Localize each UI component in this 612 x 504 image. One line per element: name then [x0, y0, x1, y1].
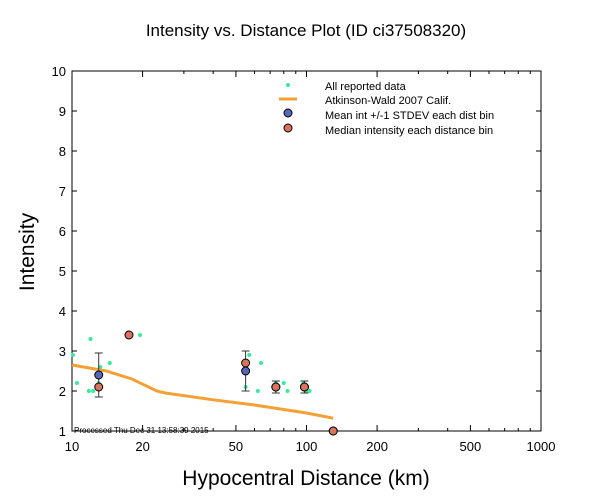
x-tick-label: 50 [229, 439, 243, 454]
chart-title: Intensity vs. Distance Plot (ID ci375083… [146, 21, 466, 40]
y-tick-label: 5 [59, 264, 66, 279]
legend: All reported data Atkinson-Wald 2007 Cali… [279, 81, 494, 137]
legend-reported-symbol [286, 83, 290, 87]
median-intensity-point [94, 382, 104, 392]
y-tick-label: 2 [59, 384, 66, 399]
reported-data-point [71, 353, 76, 357]
y-tick-label: 1 [59, 424, 66, 439]
x-tick-label: 500 [460, 439, 482, 454]
y-tick-label: 7 [59, 184, 66, 199]
reported-data-point [281, 381, 286, 385]
reported-data-point [86, 389, 91, 393]
x-axis-title: Hypocentral Distance (km) [182, 467, 429, 490]
y-axis-title: Intensity [16, 212, 39, 291]
median-intensity-point [271, 382, 281, 392]
reported-data-point [307, 389, 312, 393]
reported-data-point [91, 389, 96, 393]
processed-timestamp: Processed Thu Dec 31 13:58:39 2015 [74, 426, 209, 435]
x-tick-label: 200 [366, 439, 388, 454]
reported-data-point [247, 353, 252, 357]
reported-data-point [255, 389, 260, 393]
reported-data-point [285, 389, 290, 393]
legend-label: Mean int +/-1 STDEV each dist bin [325, 110, 494, 122]
legend-label: Median intensity each distance bin [325, 125, 493, 137]
mean-intensity-point [94, 370, 104, 380]
reported-data-point [107, 361, 112, 365]
reported-data-point [259, 361, 264, 365]
y-tick-label: 3 [59, 344, 66, 359]
plot-area: 1 2 3 4 5 6 7 8 9 10 10 20 50 100 200 500 1000 [52, 64, 556, 454]
x-tick-label: 10 [65, 439, 79, 454]
legend-label: All reported data [325, 81, 407, 93]
legend-median-symbol [283, 123, 293, 133]
mean-intensity-point [241, 366, 251, 376]
median-intensity-point [241, 358, 251, 368]
y-tick-label: 8 [59, 144, 66, 159]
y-tick-label: 4 [59, 304, 66, 319]
reported-data-point [98, 365, 103, 369]
x-tick-label: 20 [135, 439, 149, 454]
median-intensity-point [328, 426, 338, 436]
reported-data-point [74, 381, 79, 385]
x-tick-label: 100 [296, 439, 318, 454]
legend-label: Atkinson-Wald 2007 Calif. [325, 95, 451, 107]
reported-data-point [88, 337, 93, 341]
reported-data-point [138, 333, 143, 337]
median-intensity-point [124, 330, 134, 340]
model-curve [71, 363, 334, 420]
median-intensity-point [299, 382, 309, 392]
y-tick-label: 10 [52, 64, 66, 79]
x-tick-label: 1000 [527, 439, 556, 454]
y-tick-label: 9 [59, 104, 66, 119]
y-tick-label: 6 [59, 224, 66, 239]
legend-mean-symbol [283, 108, 293, 118]
